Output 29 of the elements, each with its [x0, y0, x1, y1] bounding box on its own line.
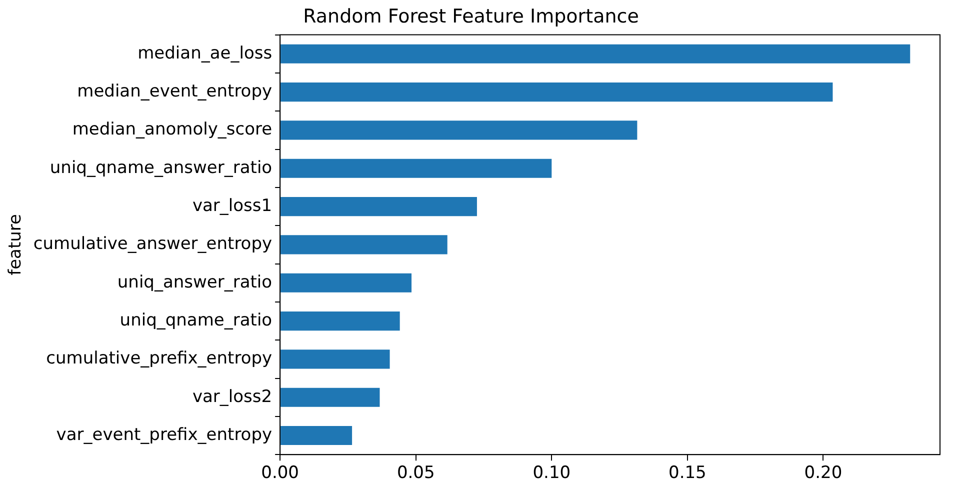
bar — [280, 311, 400, 331]
bar — [280, 120, 638, 140]
bar — [280, 196, 477, 216]
y-tick-label: cumulative_answer_entropy — [33, 234, 272, 254]
bar — [280, 273, 412, 292]
x-tick-label: 0.20 — [804, 463, 842, 484]
bar — [280, 235, 448, 254]
y-tick-label: median_event_entropy — [77, 81, 272, 102]
y-tick-label: uniq_qname_answer_ratio — [50, 158, 272, 178]
x-tick-label: 0.10 — [532, 463, 571, 484]
chart-title: Random Forest Feature Importance — [303, 5, 639, 28]
bar — [280, 82, 833, 102]
y-tick-label: median_anomoly_score — [72, 120, 272, 140]
y-tick-label: cumulative_prefix_entropy — [46, 348, 272, 369]
x-tick-label: 0.00 — [261, 463, 299, 484]
y-tick-label: uniq_qname_ratio — [120, 310, 272, 330]
x-tick-label: 0.05 — [396, 463, 435, 484]
y-axis-title: feature — [6, 214, 26, 276]
y-tick-label: var_loss2 — [192, 386, 272, 407]
bar — [280, 426, 352, 446]
y-tick-label: median_ae_loss — [138, 43, 272, 64]
bar — [280, 158, 552, 178]
x-tick-label: 0.15 — [668, 463, 706, 484]
bar — [280, 350, 390, 369]
bar — [280, 388, 380, 407]
y-tick-label: var_event_prefix_entropy — [56, 424, 272, 445]
y-tick-label: var_loss1 — [192, 196, 272, 216]
bar — [280, 44, 910, 64]
y-tick-label: uniq_answer_ratio — [117, 272, 272, 292]
